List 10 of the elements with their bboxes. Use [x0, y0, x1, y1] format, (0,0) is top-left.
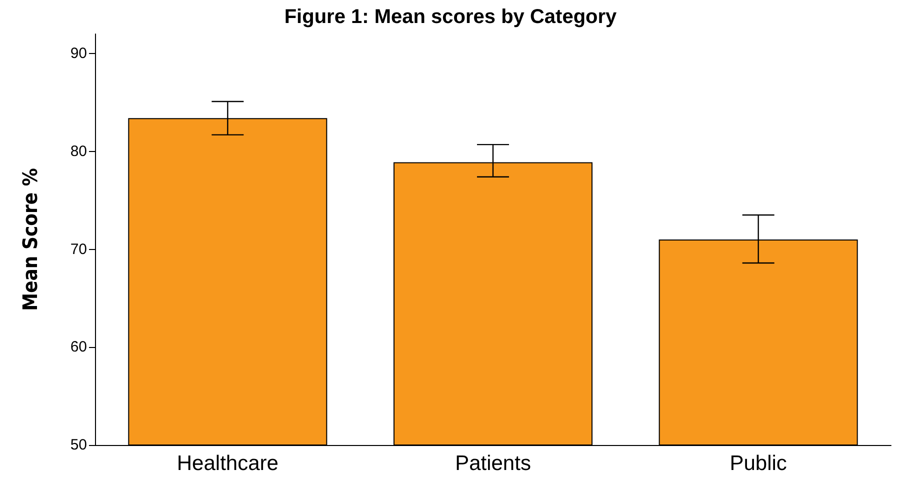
- x-tick-label: Healthcare: [176, 452, 278, 475]
- y-tick-label: 50: [70, 436, 87, 454]
- x-tick-label: Public: [730, 452, 787, 475]
- y-tick-label: 70: [70, 240, 87, 258]
- y-tick-label: 90: [70, 45, 87, 62]
- y-tick-label: 60: [70, 338, 87, 356]
- y-tick-label: 80: [70, 142, 87, 160]
- y-axis-title: Mean Score %: [18, 168, 42, 311]
- chart-title: Figure 1: Mean scores by Category: [284, 6, 618, 28]
- x-tick-label: Patients: [455, 452, 531, 475]
